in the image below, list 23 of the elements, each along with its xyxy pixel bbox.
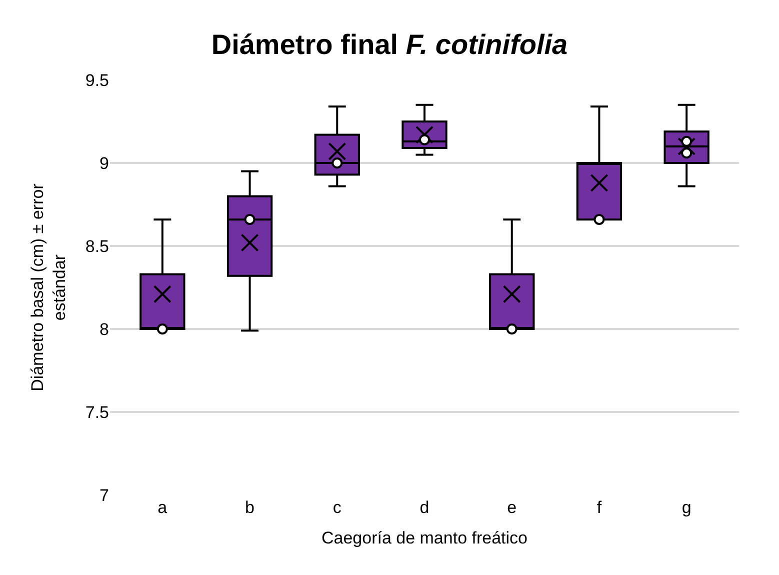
y-tick-label: 7.5	[85, 402, 109, 422]
point	[506, 324, 518, 334]
x-tick-label: a	[158, 498, 168, 517]
x-tick-label: e	[507, 498, 517, 517]
y-tick-label: 8.5	[85, 236, 109, 256]
y-tick-label: 7	[100, 486, 109, 505]
x-tick-label: b	[245, 498, 255, 517]
y-tick-label: 9.5	[85, 70, 109, 90]
point	[156, 324, 168, 334]
point	[419, 134, 430, 146]
y-tick-label: 8	[100, 320, 109, 339]
x-tick-label: d	[420, 498, 430, 517]
y-axis-title: Diámetro basal (cm) ± error estándar	[28, 183, 69, 392]
x-axis-title: Caegoría de manto freático	[321, 528, 528, 548]
x-tick-label: f	[596, 498, 602, 517]
x-tick-label: g	[682, 498, 692, 517]
x-tick-label: c	[332, 498, 342, 517]
chart-title: Diámetro final F. cotinifolia	[211, 29, 568, 60]
y-tick-label: 9	[100, 154, 109, 173]
point	[681, 136, 692, 147]
point	[332, 158, 343, 168]
point	[594, 214, 605, 225]
point	[244, 214, 256, 225]
